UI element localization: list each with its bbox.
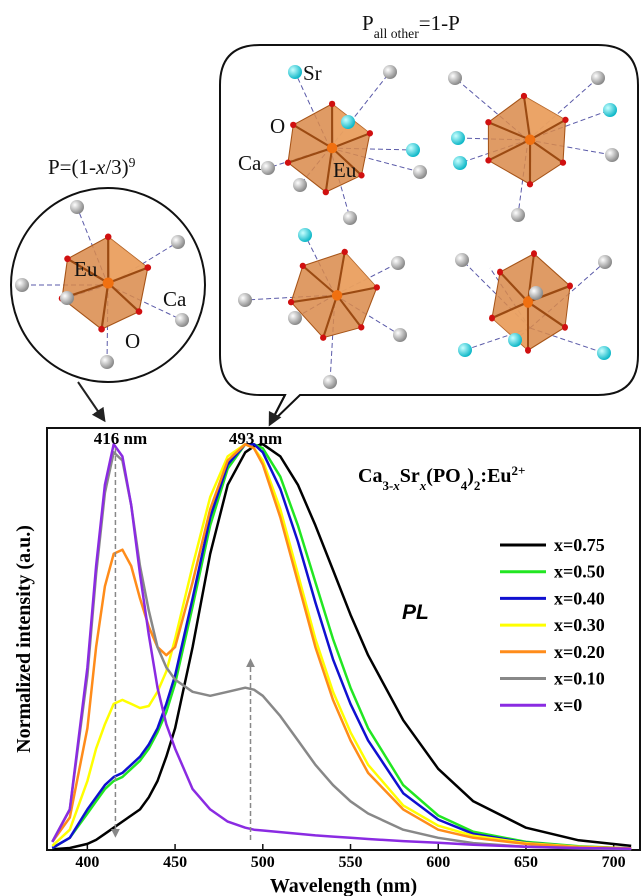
atom-label: Ca bbox=[238, 151, 262, 175]
series-line bbox=[51, 442, 632, 850]
legend-label: x=0.30 bbox=[554, 615, 605, 635]
annotation: 416 nm bbox=[94, 429, 147, 448]
legend-label: x=0.50 bbox=[554, 562, 605, 582]
arrow bbox=[77, 381, 106, 423]
atom-label: Eu bbox=[333, 158, 357, 182]
probability-formula: P=(1-x/3)9 bbox=[48, 155, 136, 180]
series-line bbox=[51, 442, 632, 850]
formula-part: 3- bbox=[382, 478, 393, 493]
formula-part: 4 bbox=[461, 478, 468, 493]
annotation: 493 nm bbox=[229, 429, 282, 448]
series-line bbox=[52, 442, 632, 851]
formula-part: :Eu bbox=[480, 465, 511, 487]
series-line bbox=[51, 442, 632, 850]
formula-part: P=(1- bbox=[48, 155, 96, 179]
x-tick-label: 550 bbox=[339, 854, 363, 871]
annotation: PL bbox=[402, 601, 429, 624]
formula-part: =1-P bbox=[419, 11, 460, 35]
atom-label: O bbox=[125, 329, 140, 353]
formula-part: x bbox=[95, 155, 106, 179]
legend-label: x=0.20 bbox=[554, 642, 605, 662]
formula-part: ) bbox=[467, 465, 474, 487]
series-line bbox=[51, 442, 632, 850]
x-tick-label: 650 bbox=[514, 854, 538, 871]
legend-label: x=0.10 bbox=[554, 669, 605, 689]
atom-label: Ca bbox=[163, 287, 187, 311]
legend-label: x=0 bbox=[554, 695, 582, 715]
formula-part: /3) bbox=[105, 155, 128, 179]
formula-part: Sr bbox=[400, 465, 420, 487]
x-axis-label: Wavelength (nm) bbox=[270, 875, 417, 896]
x-tick-label: 400 bbox=[75, 854, 99, 871]
right-atoms bbox=[238, 65, 619, 389]
legend-label: x=0.75 bbox=[554, 535, 605, 555]
series-line bbox=[51, 451, 632, 851]
probability-formula: Pall other=1-P bbox=[362, 11, 460, 41]
arrow bbox=[268, 394, 286, 427]
formula-part: (PO bbox=[426, 465, 460, 487]
chart: 400 450 500 550 600 650 700 Wavelength (nm) Norm… bbox=[13, 427, 641, 896]
atom-label: O bbox=[270, 114, 285, 138]
x-tick-label: 450 bbox=[163, 854, 187, 871]
formula-part: x bbox=[419, 478, 427, 493]
plot-frame bbox=[46, 427, 641, 851]
formula-part: 2+ bbox=[512, 463, 526, 478]
formula-part: Ca bbox=[358, 465, 382, 487]
formula-part: all other bbox=[374, 26, 420, 41]
atom-label: Eu bbox=[74, 257, 98, 281]
formula-part: 9 bbox=[129, 155, 136, 170]
x-tick-label: 500 bbox=[251, 854, 275, 871]
legend-label: x=0.40 bbox=[554, 588, 605, 608]
left-atoms bbox=[15, 200, 189, 369]
formula-part: 2 bbox=[474, 478, 481, 493]
chart-formula: Ca3-xSrx(PO4)2:Eu2+ bbox=[358, 463, 525, 493]
formula-part: x bbox=[392, 478, 400, 493]
x-tick-label: 700 bbox=[602, 854, 626, 871]
cluster-box bbox=[219, 44, 639, 425]
atom-label: Sr bbox=[303, 61, 322, 85]
y-axis-label: Normalized intensity (a.u.) bbox=[13, 525, 35, 753]
formula-part: P bbox=[362, 11, 374, 35]
x-tick-label: 600 bbox=[426, 854, 450, 871]
series-line bbox=[51, 442, 632, 851]
